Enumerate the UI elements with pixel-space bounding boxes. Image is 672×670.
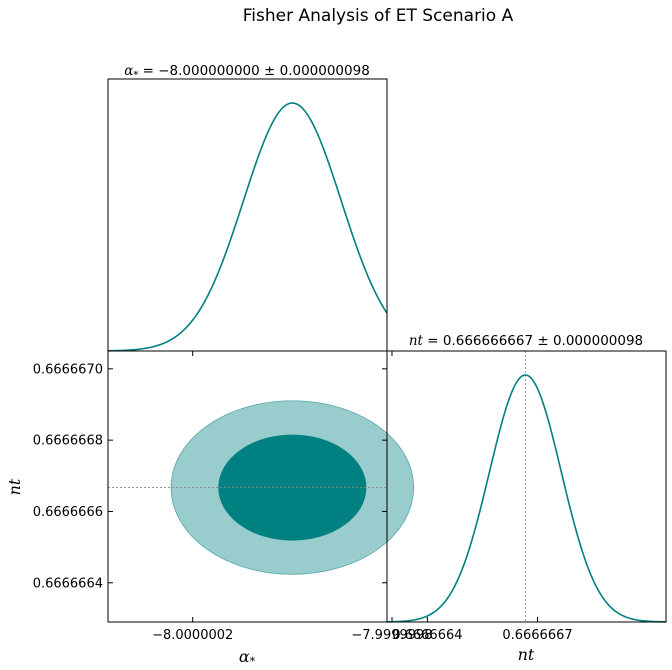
alpha-marginal-title: α* = −8.000000000 ± 0.000000098 bbox=[124, 63, 370, 81]
joint-x-ticks: −8.0000002 −7.9999998 bbox=[152, 351, 433, 643]
joint-y-ticks: 0.6666664 0.6666666 0.6666668 0.6666670 bbox=[33, 362, 387, 591]
panel-alpha-marginal: α* = −8.000000000 ± 0.000000098 bbox=[107, 63, 388, 352]
y-tick-label: 0.6666670 bbox=[33, 362, 103, 377]
nt-x-tick-label: 0.6666664 bbox=[392, 628, 462, 643]
y-tick-label: 0.6666668 bbox=[33, 434, 103, 449]
figure-title: Fisher Analysis of ET Scenario A bbox=[243, 6, 514, 26]
y-tick-label: 0.6666664 bbox=[33, 576, 103, 591]
panel-nt-marginal: nt = 0.666666667 ± 0.000000098 0.6666664… bbox=[386, 333, 667, 664]
nt-marginal-title: nt = 0.666666667 ± 0.000000098 bbox=[409, 333, 643, 349]
nt-marginal-curve bbox=[386, 374, 667, 623]
x-tick-label: −8.0000002 bbox=[152, 628, 233, 643]
joint-x-label: α* bbox=[239, 647, 256, 668]
x-tick-label: −7.9999998 bbox=[351, 628, 432, 643]
panel-joint-contour: −8.0000002 −7.9999998 0.66666640.66666660… bbox=[5, 350, 433, 668]
nt-x-label: nt bbox=[518, 645, 535, 664]
nt-marginal-frame bbox=[386, 350, 667, 623]
nt-x-tick-label: 0.6666667 bbox=[502, 628, 572, 643]
alpha-marginal-curve bbox=[107, 102, 388, 352]
nt-x-ticks: 0.6666664 0.6666667 bbox=[392, 617, 573, 643]
joint-y-label: nt bbox=[5, 478, 24, 495]
y-tick-label: 0.6666666 bbox=[33, 505, 103, 520]
